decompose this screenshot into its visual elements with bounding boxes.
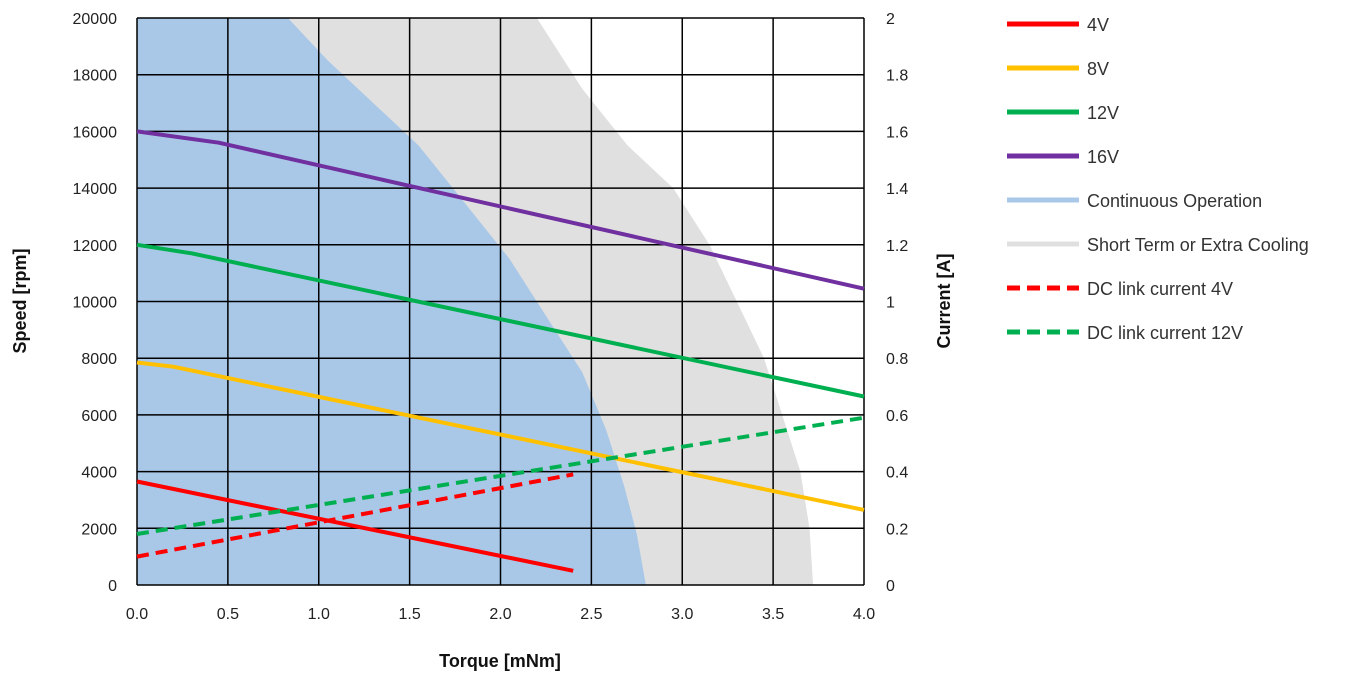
legend-item-short-term-or-extra-cooling: Short Term or Extra Cooling bbox=[1007, 235, 1309, 255]
y2-tick-label: 1.8 bbox=[886, 68, 908, 85]
legend-label: Short Term or Extra Cooling bbox=[1087, 235, 1309, 255]
legend-item-16v: 16V bbox=[1007, 147, 1119, 167]
y2-tick-label: 0.6 bbox=[886, 408, 908, 425]
legend: 4V 8V 12V 16V Continuous Operation Short Term… bbox=[1007, 15, 1309, 343]
y-tick-label: 12000 bbox=[73, 238, 118, 255]
legend-label: 8V bbox=[1087, 59, 1109, 79]
y-tick-label: 2000 bbox=[81, 521, 117, 538]
legend-item-4v: 4V bbox=[1007, 15, 1109, 35]
y2-tick-label: 1.6 bbox=[886, 124, 908, 141]
legend-label: DC link current 4V bbox=[1087, 279, 1233, 299]
y2-tick-label: 0.4 bbox=[886, 465, 908, 482]
y2-tick-label: 0.8 bbox=[886, 351, 908, 368]
x-tick-label: 2.0 bbox=[489, 606, 511, 623]
y-axis-title: Speed [rpm] bbox=[10, 248, 30, 353]
y2-tick-label: 1.2 bbox=[886, 238, 908, 255]
y-tick-label: 4000 bbox=[81, 465, 117, 482]
x-tick-label: 2.5 bbox=[580, 606, 602, 623]
y-tick-label: 6000 bbox=[81, 408, 117, 425]
legend-item-12v: 12V bbox=[1007, 103, 1119, 123]
y-tick-label: 0 bbox=[108, 578, 117, 595]
y-tick-label: 18000 bbox=[73, 68, 118, 85]
x-tick-label: 0.5 bbox=[217, 606, 239, 623]
y2-tick-label: 2 bbox=[886, 11, 895, 28]
series-4v bbox=[136, 479, 574, 573]
legend-item-dc-link-current-4v: DC link current 4V bbox=[1007, 279, 1233, 299]
series-8v bbox=[136, 360, 865, 512]
x-tick-label: 1.0 bbox=[308, 606, 330, 623]
x-tick-label: 3.5 bbox=[762, 606, 784, 623]
series-dc-link-current-4v bbox=[136, 472, 574, 559]
legend-label: 16V bbox=[1087, 147, 1119, 167]
legend-item-dc-link-current-12v: DC link current 12V bbox=[1007, 323, 1243, 343]
series-16v bbox=[136, 129, 865, 291]
legend-label: 4V bbox=[1087, 15, 1109, 35]
legend-label: Continuous Operation bbox=[1087, 191, 1262, 211]
y2-tick-label: 1.4 bbox=[886, 181, 908, 198]
grid bbox=[136, 17, 865, 586]
y2-axis-title: Current [A] bbox=[934, 254, 954, 349]
y2-tick-label: 1 bbox=[886, 295, 895, 312]
y-tick-label: 14000 bbox=[73, 181, 118, 198]
series-12v bbox=[136, 242, 865, 399]
x-tick-label: 1.5 bbox=[399, 606, 421, 623]
tick-labels: 0.0 0.5 1.0 1.5 2.0 2.5 3.0 3.5 4.0 0 2000 4000 6000… bbox=[73, 11, 909, 623]
x-tick-label: 3.0 bbox=[671, 606, 693, 623]
y-tick-label: 20000 bbox=[73, 11, 118, 28]
series-lines bbox=[136, 129, 865, 573]
legend-label: DC link current 12V bbox=[1087, 323, 1243, 343]
y2-tick-label: 0 bbox=[886, 578, 895, 595]
legend-item-continuous-operation: Continuous Operation bbox=[1007, 191, 1262, 211]
x-tick-label: 4.0 bbox=[853, 606, 875, 623]
y2-tick-label: 0.2 bbox=[886, 521, 908, 538]
y-tick-label: 8000 bbox=[81, 351, 117, 368]
x-axis-title: Torque [mNm] bbox=[439, 651, 561, 671]
y-tick-label: 16000 bbox=[73, 124, 118, 141]
x-tick-label: 0.0 bbox=[126, 606, 148, 623]
y-tick-label: 10000 bbox=[73, 295, 118, 312]
legend-label: 12V bbox=[1087, 103, 1119, 123]
series-dc-link-current-12v bbox=[136, 415, 865, 536]
legend-item-8v: 8V bbox=[1007, 59, 1109, 79]
